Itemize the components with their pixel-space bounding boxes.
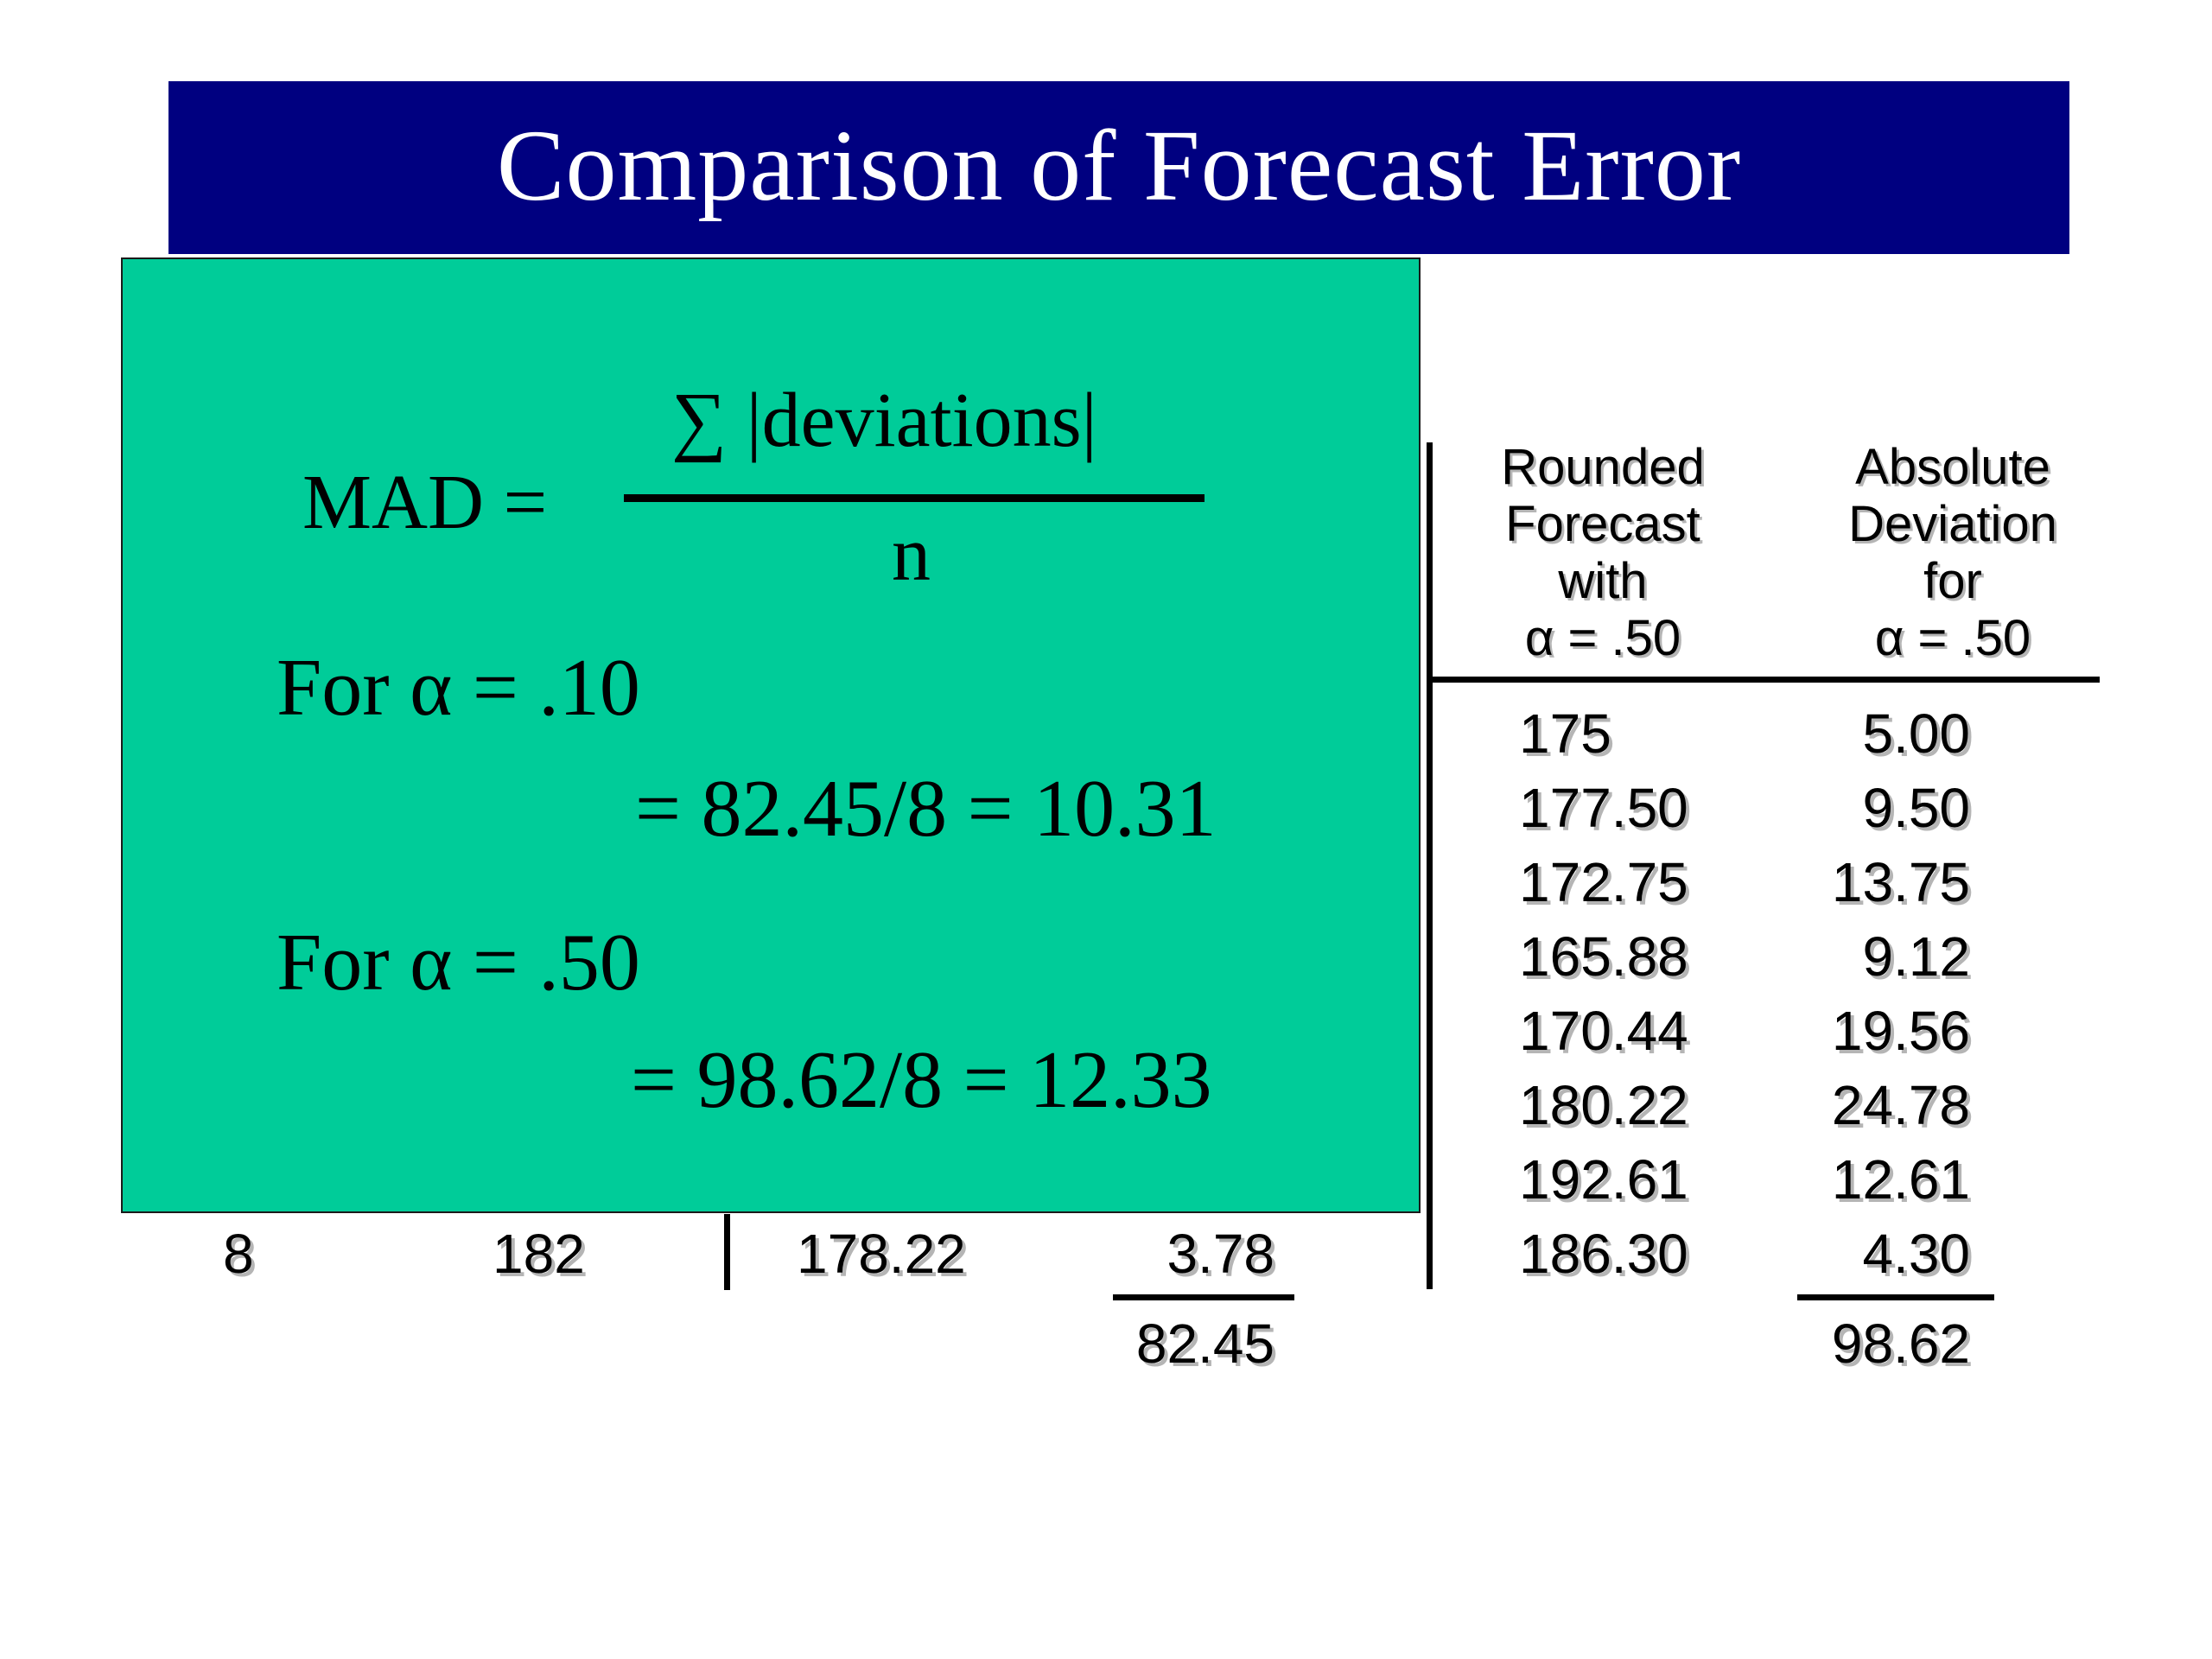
header-absolute-deviation: Absolute Deviation for α = .50 — [1848, 439, 2057, 666]
fraction-bar — [624, 494, 1205, 502]
forecast-cell: 192.61 — [1519, 1148, 1688, 1211]
alpha-50-result: = 98.62/8 = 12.33 — [631, 1035, 1212, 1125]
mad-formula-box: MAD = ∑ |deviations| n For α = .10 = 82.… — [121, 257, 1421, 1213]
deviation-alpha-10-cell: 3.78 — [1166, 1223, 1274, 1285]
sum-underline-alpha-10 — [1113, 1294, 1294, 1300]
mad-lhs: MAD = — [302, 460, 548, 545]
deviation-cell: 19.56 — [1831, 1000, 1970, 1062]
forecast-cell: 165.88 — [1519, 925, 1688, 988]
deviation-cell: 9.12 — [1862, 925, 1970, 988]
title-banner: Comparison of Forecast Error — [168, 81, 2069, 254]
header-rounded-forecast: Rounded Forecast with α = .50 — [1501, 439, 1705, 666]
alpha-50-label: For α = .50 — [276, 918, 640, 1007]
forecast-cell: 170.44 — [1519, 1000, 1688, 1062]
alpha-10-result: = 82.45/8 = 10.31 — [635, 764, 1217, 854]
forecast-cell: 180.22 — [1519, 1074, 1688, 1136]
forecast-cell: 186.30 — [1519, 1223, 1688, 1285]
deviation-cell: 13.75 — [1831, 851, 1970, 913]
forecast-cell: 177.50 — [1519, 777, 1688, 839]
deviation-cell: 4.30 — [1862, 1223, 1970, 1285]
mad-numerator: ∑ |deviations| — [671, 378, 1097, 463]
left-table-divider — [724, 1214, 730, 1290]
forecast-cell: 172.75 — [1519, 851, 1688, 913]
total-alpha-10: 82.45 — [1135, 1313, 1274, 1375]
table-header-underline — [1427, 677, 2100, 683]
alpha-10-label: For α = .10 — [276, 643, 640, 733]
mad-denominator: n — [892, 512, 931, 597]
actual-cell: 182 — [493, 1223, 585, 1285]
page-title: Comparison of Forecast Error — [496, 109, 1742, 222]
deviation-cell: 5.00 — [1862, 702, 1970, 765]
total-alpha-50: 98.62 — [1831, 1313, 1970, 1375]
sum-underline-alpha-50 — [1797, 1294, 1994, 1300]
table-vertical-rule — [1427, 442, 1433, 1289]
forecast-alpha-10-cell: 178.22 — [797, 1223, 966, 1285]
deviation-cell: 9.50 — [1862, 777, 1970, 839]
deviation-cell: 12.61 — [1831, 1148, 1970, 1211]
deviation-cell: 24.78 — [1831, 1074, 1970, 1136]
forecast-cell: 175 — [1519, 702, 1611, 765]
quarter-cell: 8 — [223, 1223, 254, 1285]
